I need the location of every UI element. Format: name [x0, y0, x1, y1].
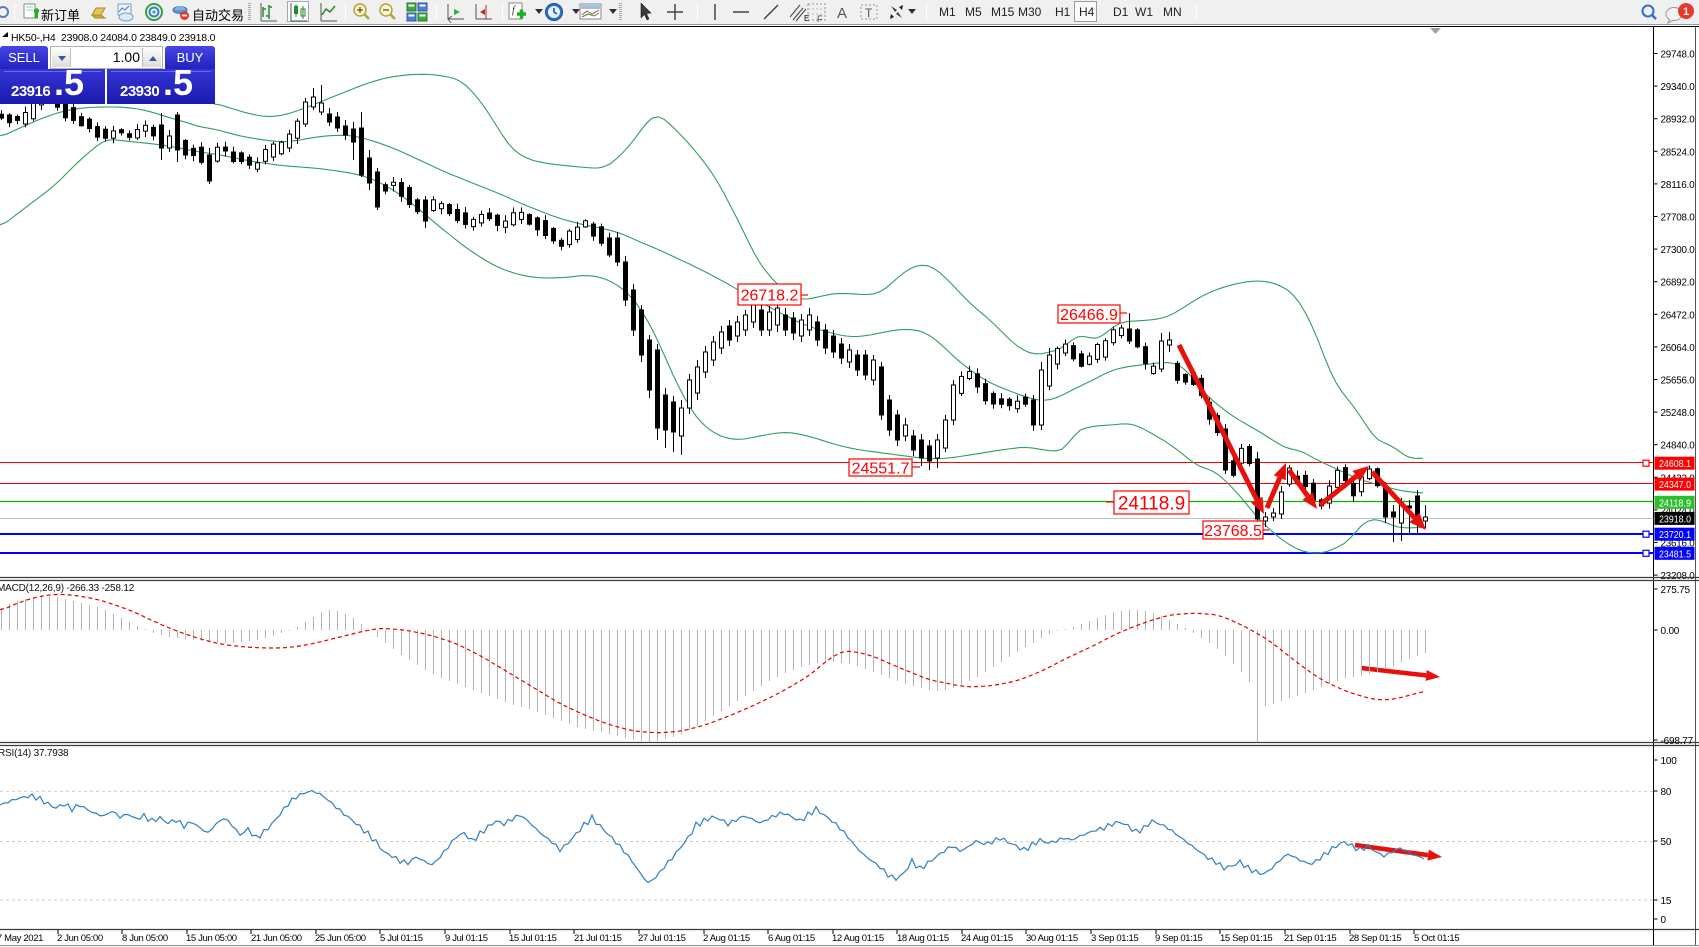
svg-text:28116.0: 28116.0	[1661, 180, 1696, 191]
svg-text:15: 15	[1661, 896, 1672, 907]
svg-text:A: A	[837, 5, 847, 22]
svg-text:50: 50	[1661, 837, 1672, 848]
svg-text:23481.5: 23481.5	[1659, 548, 1691, 560]
svg-text:2 Jun 05:00: 2 Jun 05:00	[57, 933, 103, 944]
svg-text:15 Jun 05:00: 15 Jun 05:00	[186, 933, 237, 944]
svg-text:275.75: 275.75	[1661, 585, 1691, 596]
svg-text:30 Aug 01:15: 30 Aug 01:15	[1026, 933, 1078, 944]
svg-text:26466.9: 26466.9	[1060, 307, 1118, 324]
svg-text:100: 100	[1661, 756, 1678, 767]
svg-text:28 Sep 01:15: 28 Sep 01:15	[1349, 933, 1401, 944]
svg-text:27 Jul 01:15: 27 Jul 01:15	[638, 933, 686, 944]
svg-text:21 Jul 01:15: 21 Jul 01:15	[574, 933, 622, 944]
svg-text:25248.0: 25248.0	[1661, 408, 1696, 419]
svg-text:5 Oct 01:15: 5 Oct 01:15	[1414, 933, 1459, 944]
svg-text:29748.0: 29748.0	[1661, 50, 1696, 61]
svg-text:80: 80	[1661, 787, 1672, 798]
svg-text:25656.0: 25656.0	[1661, 376, 1696, 387]
svg-text:15 Jul 01:15: 15 Jul 01:15	[509, 933, 557, 944]
svg-text:24608.1: 24608.1	[1659, 458, 1691, 470]
svg-text:E: E	[804, 14, 809, 23]
svg-text:27708.0: 27708.0	[1661, 213, 1696, 224]
svg-text:28932.0: 28932.0	[1661, 115, 1696, 126]
svg-text:23918.0: 23918.0	[1659, 513, 1691, 525]
svg-text:27300.0: 27300.0	[1661, 245, 1696, 256]
svg-text:29340.0: 29340.0	[1661, 82, 1696, 93]
svg-text:24118.9: 24118.9	[1659, 497, 1691, 509]
svg-text:23720.1: 23720.1	[1659, 529, 1691, 541]
svg-text:24024.0: 24024.0	[1661, 506, 1696, 517]
svg-text:25 Jun 05:00: 25 Jun 05:00	[315, 933, 366, 944]
svg-text:26064.0: 26064.0	[1661, 343, 1696, 354]
svg-text:24840.0: 24840.0	[1661, 441, 1696, 452]
svg-text:23768.5: 23768.5	[1204, 523, 1262, 540]
svg-text:2 Aug 01:15: 2 Aug 01:15	[703, 933, 750, 944]
svg-text:15 Sep 01:15: 15 Sep 01:15	[1220, 933, 1272, 944]
svg-text:T: T	[865, 6, 873, 20]
svg-text:24118.9: 24118.9	[1118, 493, 1185, 514]
svg-text:5 Jul 01:15: 5 Jul 01:15	[380, 933, 423, 944]
svg-text:21 Jun 05:00: 21 Jun 05:00	[251, 933, 302, 944]
svg-text:HK50-,H4 23908.0 24084.0 2384: HK50-,H4 23908.0 24084.0 23849.0 23918.0	[11, 32, 216, 44]
svg-text:12 Aug 01:15: 12 Aug 01:15	[832, 933, 884, 944]
svg-text:f: f	[512, 5, 516, 16]
svg-text:23616.0: 23616.0	[1661, 539, 1696, 550]
svg-text:1: 1	[1683, 6, 1689, 18]
svg-text:-698.77: -698.77	[1661, 736, 1694, 747]
svg-text:6 Aug 01:15: 6 Aug 01:15	[768, 933, 815, 944]
svg-text:8 Jun 05:00: 8 Jun 05:00	[122, 933, 168, 944]
svg-text:18 Aug 01:15: 18 Aug 01:15	[897, 933, 949, 944]
svg-text:23208.0: 23208.0	[1661, 571, 1696, 582]
svg-text:24 Aug 01:15: 24 Aug 01:15	[961, 933, 1013, 944]
svg-text:0.00: 0.00	[1661, 626, 1680, 637]
svg-text:RSI(14) 37.7938: RSI(14) 37.7938	[0, 748, 69, 759]
svg-text:24551.7: 24551.7	[852, 460, 910, 477]
svg-text:24347.0: 24347.0	[1659, 479, 1691, 491]
svg-text:MACD(12,26,9) -266.33 -258.12: MACD(12,26,9) -266.33 -258.12	[0, 583, 135, 594]
svg-text:26892.0: 26892.0	[1661, 278, 1696, 289]
svg-text:F: F	[817, 14, 823, 23]
svg-text:0: 0	[1661, 915, 1667, 926]
svg-text:26718.2: 26718.2	[741, 287, 799, 304]
svg-text:27 May 2021: 27 May 2021	[0, 933, 43, 944]
svg-text:26472.0: 26472.0	[1661, 310, 1696, 321]
svg-text:9 Sep 01:15: 9 Sep 01:15	[1155, 933, 1202, 944]
svg-text:28524.0: 28524.0	[1661, 147, 1696, 158]
svg-text:9 Jul 01:15: 9 Jul 01:15	[445, 933, 488, 944]
svg-text:21 Sep 01:15: 21 Sep 01:15	[1284, 933, 1336, 944]
svg-text:3 Sep 01:15: 3 Sep 01:15	[1091, 933, 1138, 944]
